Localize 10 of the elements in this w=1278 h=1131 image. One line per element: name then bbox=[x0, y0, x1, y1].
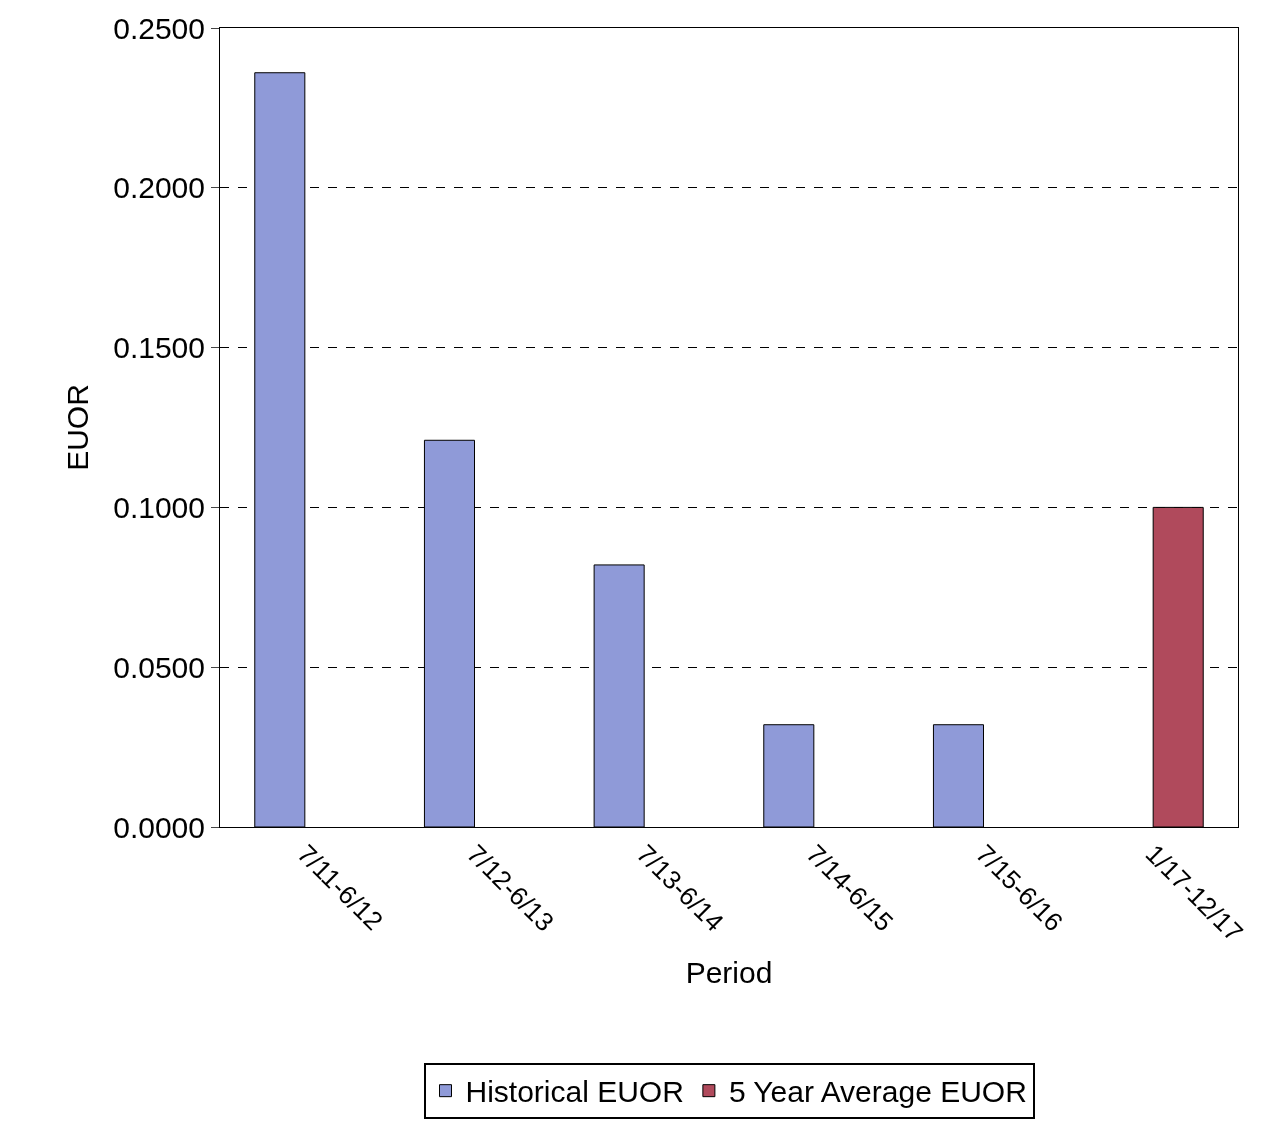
y-tick-label: 0.2000 bbox=[113, 171, 205, 205]
legend-label: 5 Year Average EUOR bbox=[728, 1075, 1027, 1109]
x-axis-title: Period bbox=[685, 956, 773, 990]
y-tick-label: 0.0500 bbox=[113, 650, 205, 684]
y-tick-label: 0.1000 bbox=[113, 490, 205, 524]
y-tick-label: 0.2500 bbox=[113, 11, 205, 45]
y-tick-label: 0.0000 bbox=[113, 810, 205, 844]
y-axis-title: EUOR bbox=[61, 384, 95, 471]
legend-label: Historical EUOR bbox=[465, 1075, 684, 1109]
y-tick-label: 0.1500 bbox=[113, 331, 205, 365]
